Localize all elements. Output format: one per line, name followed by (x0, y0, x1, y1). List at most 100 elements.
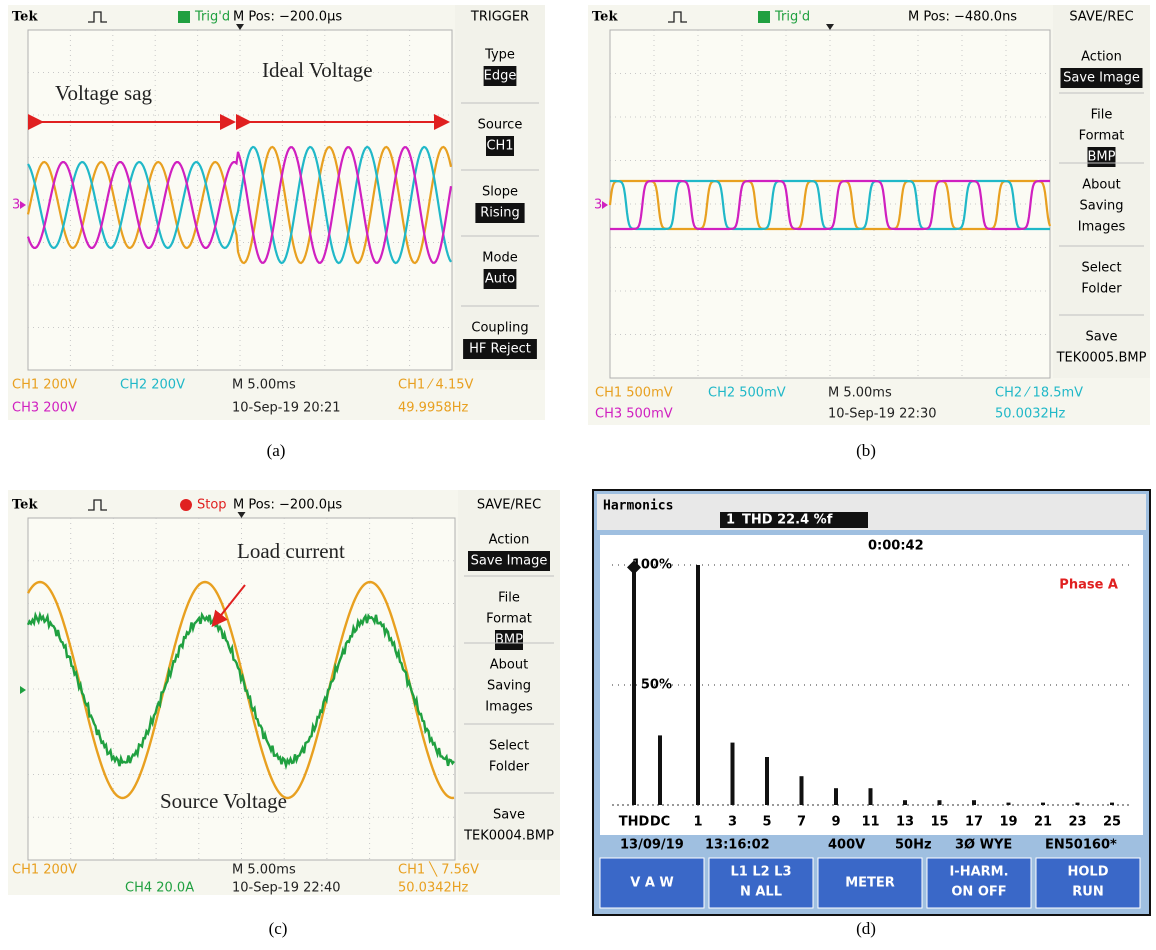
annotation: Load current (237, 539, 345, 563)
menu-value: Auto (485, 272, 515, 287)
softkey-label: METER (845, 876, 895, 891)
menu-label: Folder (1081, 282, 1122, 297)
readout: CH2 200V (120, 378, 185, 393)
menu-label: Format (486, 612, 532, 627)
readout: CH1 ╲ 7.56V (398, 861, 479, 878)
annotation: Voltage sag (55, 81, 153, 105)
brand: Tek (12, 10, 38, 25)
bar (972, 800, 976, 805)
softkey-label: I-HARM. (949, 865, 1008, 880)
menu-label: Format (1079, 129, 1125, 144)
brand: Tek (12, 498, 38, 513)
status-item: 13:16:02 (705, 838, 770, 853)
readout: CH4 20.0A (125, 881, 194, 896)
bar (1110, 803, 1114, 805)
readout: CH2 ⁄ 18.5mV (995, 386, 1083, 401)
readout: 50.0342Hz (398, 881, 469, 896)
menu-label: About (490, 658, 528, 673)
bar (903, 800, 907, 805)
bar (658, 735, 662, 805)
timer: 0:00:42 (868, 539, 924, 554)
softkey-label: L1 L2 L3 (730, 865, 791, 880)
x-tick-label: 17 (965, 815, 983, 830)
thd: THD 22.4 %f (742, 513, 833, 528)
readout: M 5.00ms (828, 386, 892, 401)
bar (696, 565, 700, 805)
readout: M 5.00ms (232, 378, 296, 393)
menu-label: About (1082, 178, 1120, 193)
annotation: Source Voltage (160, 789, 287, 813)
menu-label: Save (493, 808, 525, 823)
status-box (758, 11, 770, 23)
status-item: EN50160* (1045, 838, 1117, 853)
bar (834, 788, 838, 805)
bar (1041, 803, 1045, 805)
caption: (c) (269, 919, 288, 938)
readout: CH1 200V (12, 378, 77, 393)
position: M Pos: −480.0ns (908, 10, 1017, 25)
menu-label: Type (484, 48, 515, 63)
status-item: 3Ø WYE (955, 838, 1012, 853)
menu-label: Saving (1079, 199, 1123, 214)
position: M Pos: −200.0µs (233, 10, 342, 25)
status: Trig'd (194, 10, 230, 25)
readout: 10-Sep-19 22:30 (828, 407, 937, 422)
x-tick-label: 5 (762, 815, 771, 830)
readout: 10-Sep-19 20:21 (232, 401, 341, 416)
status-box (178, 11, 190, 23)
x-tick-label: 1 (693, 815, 702, 830)
softkey-label: N ALL (740, 885, 782, 900)
x-tick-label: 3 (728, 815, 737, 830)
analyzer-title: Harmonics (603, 499, 673, 514)
menu-value: Rising (480, 206, 520, 221)
readout: 50.0032Hz (995, 407, 1066, 422)
softkey-label: RUN (1072, 885, 1103, 900)
menu-label: Action (489, 533, 530, 548)
status-dot (180, 499, 192, 511)
softkey-label: HOLD (1067, 865, 1108, 880)
menu-label: Images (485, 700, 533, 715)
menu-value: BMP (495, 633, 523, 648)
bar (765, 757, 769, 805)
x-tick-label: 19 (999, 815, 1017, 830)
position: M Pos: −200.0µs (233, 498, 342, 513)
bar (869, 788, 873, 805)
x-tick-label: 25 (1103, 815, 1121, 830)
brand: Tek (592, 10, 618, 25)
bar (800, 776, 804, 805)
caption: (a) (267, 441, 286, 460)
menu-label: Select (489, 739, 529, 754)
channel-marker: 3 (12, 198, 20, 213)
menu-label: Coupling (471, 321, 528, 336)
x-tick-label: THD (619, 815, 650, 830)
menu-value: BMP (1088, 150, 1116, 165)
x-tick-label: 21 (1034, 815, 1052, 830)
menu-value: Edge (484, 69, 517, 84)
menu-title: SAVE/REC (477, 498, 541, 513)
status-item: 13/09/19 (620, 838, 684, 853)
caption: (d) (856, 919, 876, 938)
menu-label: Folder (489, 760, 530, 775)
menu-detail: TEK0004.BMP (463, 829, 554, 844)
menu-label: File (1091, 108, 1113, 123)
softkey-label: ON OFF (951, 885, 1006, 900)
bar (632, 567, 636, 805)
x-tick-label: 13 (896, 815, 914, 830)
bar (938, 800, 942, 805)
menu-label: Save (1086, 330, 1118, 345)
status-item: 50Hz (895, 838, 932, 853)
x-tick-label: DC (650, 815, 670, 830)
status: Trig'd (774, 10, 810, 25)
menu-title: SAVE/REC (1069, 10, 1133, 25)
readout: CH1 ⁄ 4.15V (398, 378, 474, 393)
x-tick-label: 7 (797, 815, 806, 830)
menu-label: Action (1081, 50, 1122, 65)
softkey-label: V A W (630, 876, 674, 891)
badge: 1 (726, 513, 735, 528)
x-tick-label: 9 (831, 815, 840, 830)
readout: CH3 200V (12, 401, 77, 416)
y-tick-label: 50% (641, 678, 672, 693)
status-item: 400V (828, 838, 865, 853)
readout: CH1 200V (12, 863, 77, 878)
bar (1007, 803, 1011, 805)
